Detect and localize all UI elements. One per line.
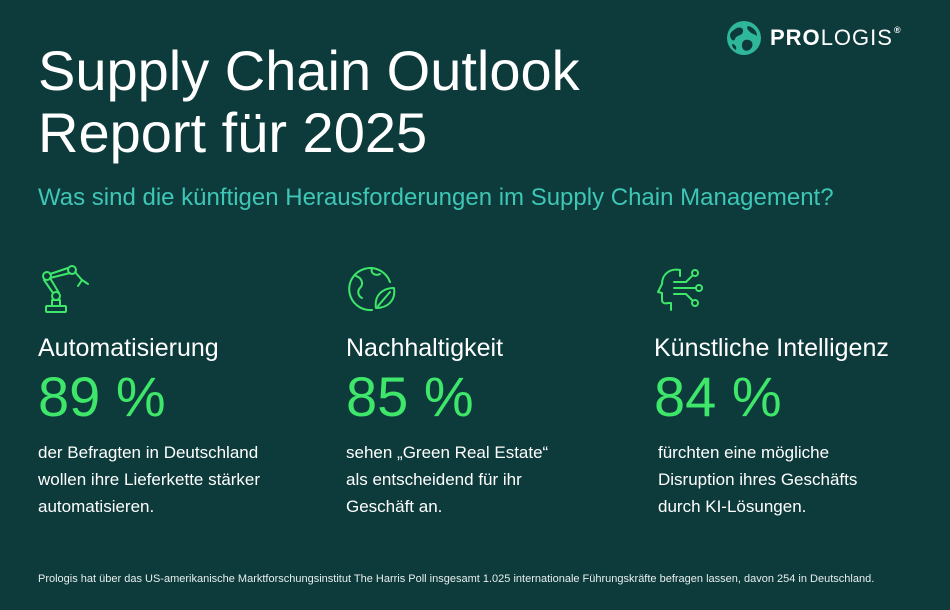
prologis-logo: PROLOGIS® bbox=[726, 20, 902, 56]
footnote: Prologis hat über das US-amerikanische M… bbox=[38, 573, 875, 585]
heading-ai: Künstliche Intelligenz bbox=[654, 334, 889, 362]
globe-logo-icon bbox=[727, 21, 761, 55]
desc-ai: fürchten eine mögliche Disruption ihres … bbox=[658, 443, 858, 516]
globe-leaf-icon bbox=[346, 262, 400, 316]
ai-head-icon bbox=[654, 262, 708, 316]
subtitle: Was sind die künftigen Herausforderungen… bbox=[38, 184, 834, 211]
stat-ai: 84 % bbox=[654, 365, 782, 428]
title-line-2: Report für 2025 bbox=[38, 101, 428, 164]
stat-column-sustainability: Nachhaltigkeit 85 % sehen „Green Real Es… bbox=[346, 262, 616, 520]
title-line-1: Supply Chain Outlook bbox=[38, 39, 580, 102]
page-title: Supply Chain Outlook Report für 2025 bbox=[38, 40, 718, 164]
heading-sustainability: Nachhaltigkeit bbox=[346, 334, 504, 362]
heading-automation: Automatisierung bbox=[38, 334, 219, 362]
robot-arm-icon bbox=[38, 262, 92, 316]
stat-sustainability: 85 % bbox=[346, 365, 474, 428]
logo-wordmark: PROLOGIS® bbox=[770, 25, 902, 50]
desc-automation: der Befragten in Deutschland wollen ihre… bbox=[38, 443, 261, 516]
desc-sustainability: sehen „Green Real Estate“ als entscheide… bbox=[346, 443, 549, 516]
stat-automation: 89 % bbox=[38, 365, 166, 428]
stat-column-ai: Künstliche Intelligenz 84 % fürchten ein… bbox=[654, 262, 924, 520]
stat-column-automation: Automatisierung 89 % der Befragten in De… bbox=[38, 262, 308, 520]
